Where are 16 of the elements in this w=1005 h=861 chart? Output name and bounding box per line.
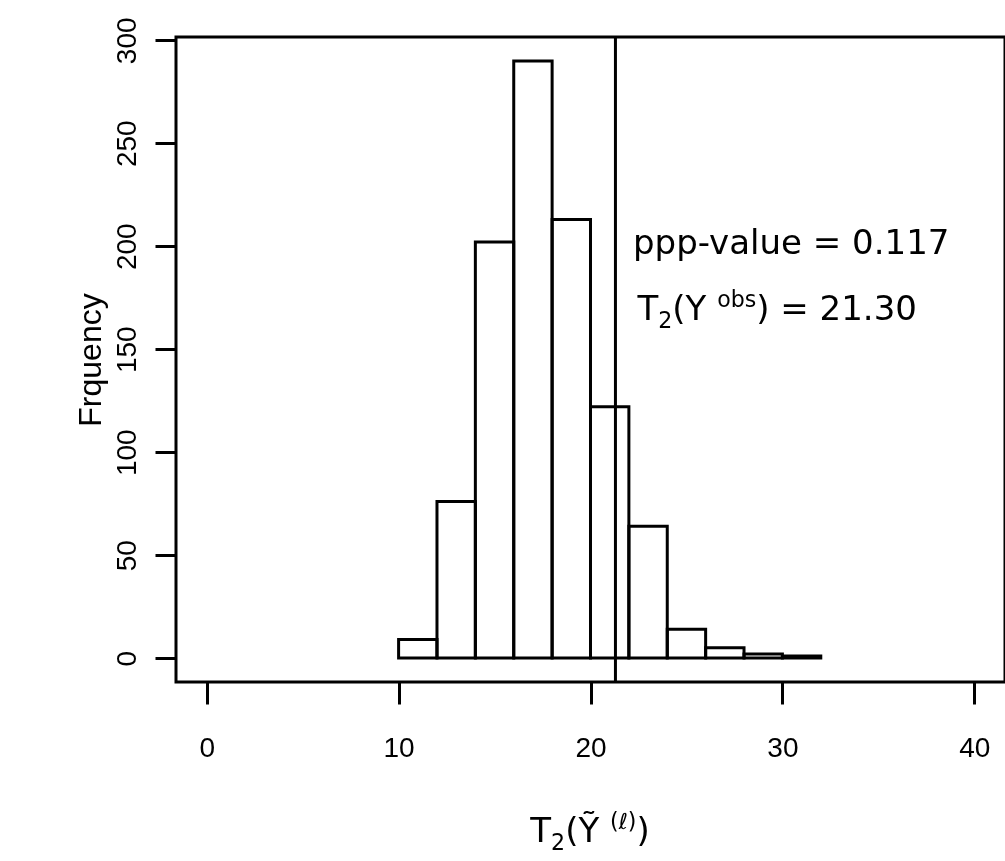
y-tick-label: 0 bbox=[110, 650, 142, 667]
x-tick-label: 20 bbox=[575, 731, 607, 763]
y-tick-label: 50 bbox=[110, 540, 142, 572]
x-axis-title: T$_{2}$(Ỹ $^{(ℓ)}$) bbox=[530, 807, 650, 855]
x-tick-label: 40 bbox=[959, 731, 991, 763]
y-axis-title: Frquency bbox=[71, 293, 109, 427]
y-tick-label: 100 bbox=[110, 429, 142, 477]
x-tick-label: 30 bbox=[767, 731, 799, 763]
x-tick-label: 0 bbox=[199, 731, 215, 763]
y-tick-label: 150 bbox=[110, 326, 142, 374]
y-tick-label: 200 bbox=[110, 223, 142, 271]
annotation: ppp-value = 0.117 bbox=[633, 222, 950, 262]
x-tick-label: 10 bbox=[383, 731, 415, 763]
y-tick-label: 300 bbox=[110, 17, 142, 65]
ref-line-label: T$_{2}$(Y $^{obs}$) = 21.30 bbox=[637, 285, 917, 333]
y-tick-label: 250 bbox=[110, 120, 142, 168]
